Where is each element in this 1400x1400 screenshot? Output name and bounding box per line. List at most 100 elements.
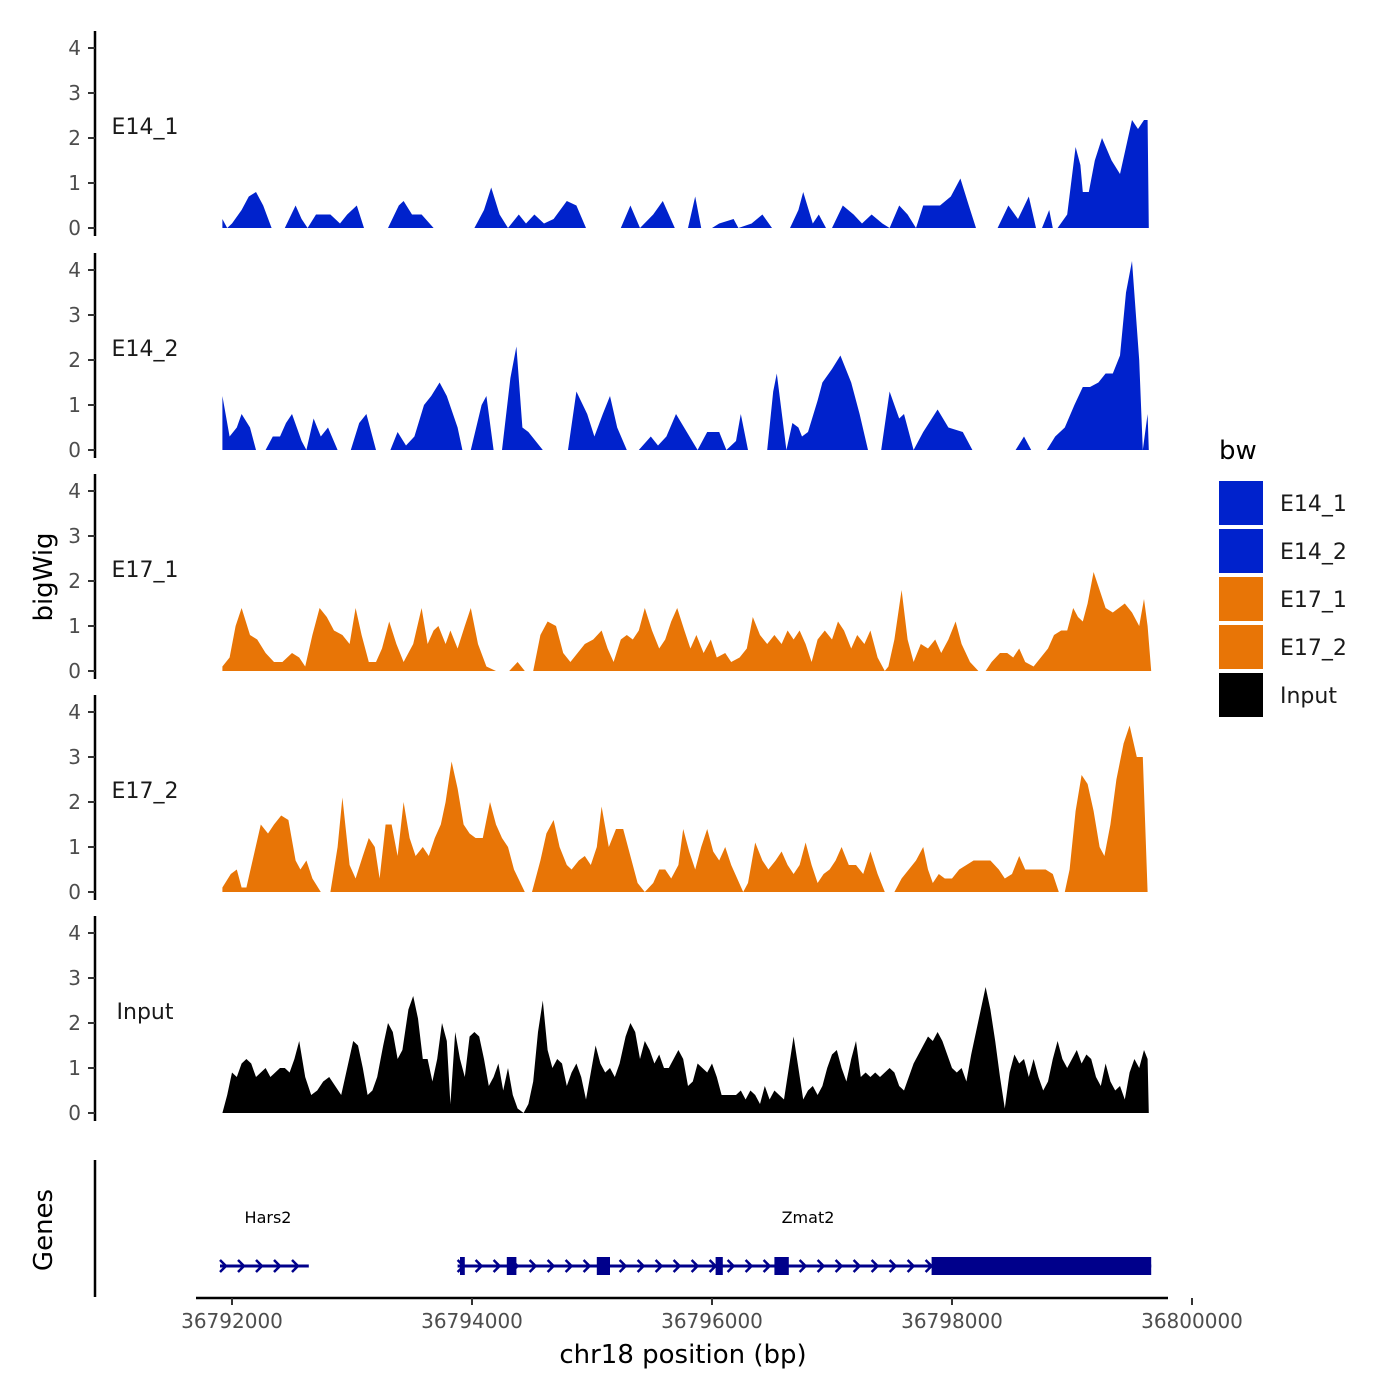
strand-arrow [474, 1259, 484, 1273]
strand-arrow [744, 1259, 754, 1273]
strand-arrow [528, 1259, 538, 1273]
track-label: E17_1 [112, 558, 179, 583]
track-e17-1: 0 1 2 3 4 E17_1 [68, 474, 1152, 683]
y-tick-label: 0 [68, 659, 81, 683]
y-tick-label: 2 [68, 348, 81, 372]
y-tick-label: 3 [68, 966, 81, 990]
y-tick-label: 1 [68, 835, 81, 859]
strand-arrow [273, 1259, 282, 1273]
gene-label: Zmat2 [782, 1208, 835, 1227]
y-tick-label: 4 [68, 921, 81, 945]
exon [931, 1257, 1152, 1275]
strand-arrow [636, 1259, 646, 1273]
strand-arrow [618, 1259, 628, 1273]
y-tick-label: 3 [68, 81, 81, 105]
y-tick-label: 0 [68, 880, 81, 904]
strand-arrow [870, 1259, 880, 1273]
track-e17-2: 0 1 2 3 4 E17_2 [68, 695, 1148, 904]
track-label: E14_2 [112, 337, 179, 362]
y-tick-label: 3 [68, 524, 81, 548]
track-label: Input [117, 1000, 174, 1025]
legend: bw E14_1 E14_2 E17_1 E17_2 Input [1219, 436, 1347, 717]
track-e14-2: 0 1 2 3 4 E14_2 [68, 253, 1149, 462]
legend-swatch [1219, 625, 1263, 669]
legend-label: E17_1 [1280, 588, 1347, 613]
track-input: 0 1 2 3 4 Input [68, 916, 1149, 1125]
y-tick-label: 4 [68, 700, 81, 724]
y-tick-label: 0 [68, 216, 81, 240]
strand-arrow [672, 1259, 682, 1273]
gene-label: Hars2 [245, 1208, 292, 1227]
legend-title: bw [1219, 436, 1257, 466]
exon [596, 1257, 610, 1275]
y-tick-label: 4 [68, 479, 81, 503]
genes-panel: Hars2 Zmat2 [93, 1160, 1152, 1297]
y-tick-label: 4 [68, 36, 81, 60]
y-axis-title: bigWig [29, 532, 59, 621]
track-e14-1: 0 1 2 3 4 E14_1 [68, 31, 1149, 240]
legend-item-input: Input [1219, 673, 1337, 717]
legend-swatch [1219, 673, 1263, 717]
legend-swatch [1219, 481, 1263, 525]
x-tick-label: 36792000 [181, 1309, 283, 1333]
strand-arrow [726, 1259, 736, 1273]
strand-arrow [492, 1259, 502, 1273]
track-panels: 0 1 2 3 4 E14_1 0 1 2 3 4 E14_2 0 1 2 3 4 E17_1 0 1 2 3 4 E17_2… [68, 31, 1152, 1125]
strand-arrow [546, 1259, 556, 1273]
y-tick-label: 4 [68, 258, 81, 282]
y-tick-label: 1 [68, 393, 81, 417]
strand-arrow [654, 1259, 664, 1273]
legend-item-e17-1: E17_1 [1219, 577, 1347, 621]
strand-arrow [762, 1259, 772, 1273]
legend-label: E14_2 [1280, 540, 1347, 565]
x-axis: 36792000 36794000 36796000 36798000 36800000 [181, 1296, 1243, 1333]
y-tick-label: 2 [68, 790, 81, 814]
gene-hars2: Hars2 [219, 1208, 309, 1273]
track-label: E17_2 [112, 779, 179, 804]
genes-axis-title: Genes [29, 1189, 59, 1271]
y-tick-label: 3 [68, 303, 81, 327]
strand-arrow [582, 1259, 592, 1273]
exon [460, 1257, 465, 1275]
coverage-area-e14-2 [222, 261, 1149, 450]
track-label: E14_1 [112, 115, 179, 140]
y-tick-label: 2 [68, 1011, 81, 1035]
legend-label: Input [1280, 684, 1337, 709]
strand-arrow [834, 1259, 844, 1273]
strand-arrow [219, 1259, 228, 1273]
strand-arrow [564, 1259, 574, 1273]
legend-item-e14-1: E14_1 [1219, 481, 1347, 525]
coverage-area-e17-1 [222, 572, 1152, 671]
x-tick-label: 36800000 [1141, 1309, 1243, 1333]
coverage-area-e17-2 [222, 725, 1148, 892]
y-tick-label: 3 [68, 745, 81, 769]
y-tick-label: 1 [68, 1056, 81, 1080]
strand-arrow [255, 1259, 264, 1273]
legend-item-e17-2: E17_2 [1219, 625, 1347, 669]
legend-swatch [1219, 577, 1263, 621]
y-tick-label: 0 [68, 1101, 81, 1125]
exon [774, 1257, 789, 1275]
x-axis-title: chr18 position (bp) [559, 1340, 806, 1370]
legend-label: E17_2 [1280, 636, 1347, 661]
strand-arrow [798, 1259, 808, 1273]
coverage-area-input [222, 987, 1149, 1113]
coverage-area-e14-1 [222, 120, 1149, 228]
x-tick-label: 36796000 [661, 1309, 763, 1333]
y-tick-label: 1 [68, 614, 81, 638]
y-tick-label: 2 [68, 126, 81, 150]
y-tick-label: 0 [68, 438, 81, 462]
x-tick-label: 36798000 [901, 1309, 1003, 1333]
strand-arrow [906, 1259, 916, 1273]
legend-swatch [1219, 529, 1263, 573]
x-tick-label: 36794000 [421, 1309, 523, 1333]
strand-arrow [291, 1259, 300, 1273]
exon [506, 1257, 517, 1275]
strand-arrow [852, 1259, 862, 1273]
strand-arrow [816, 1259, 826, 1273]
exon [715, 1257, 723, 1275]
strand-arrow [690, 1259, 700, 1273]
y-tick-label: 1 [68, 171, 81, 195]
y-tick-label: 2 [68, 569, 81, 593]
